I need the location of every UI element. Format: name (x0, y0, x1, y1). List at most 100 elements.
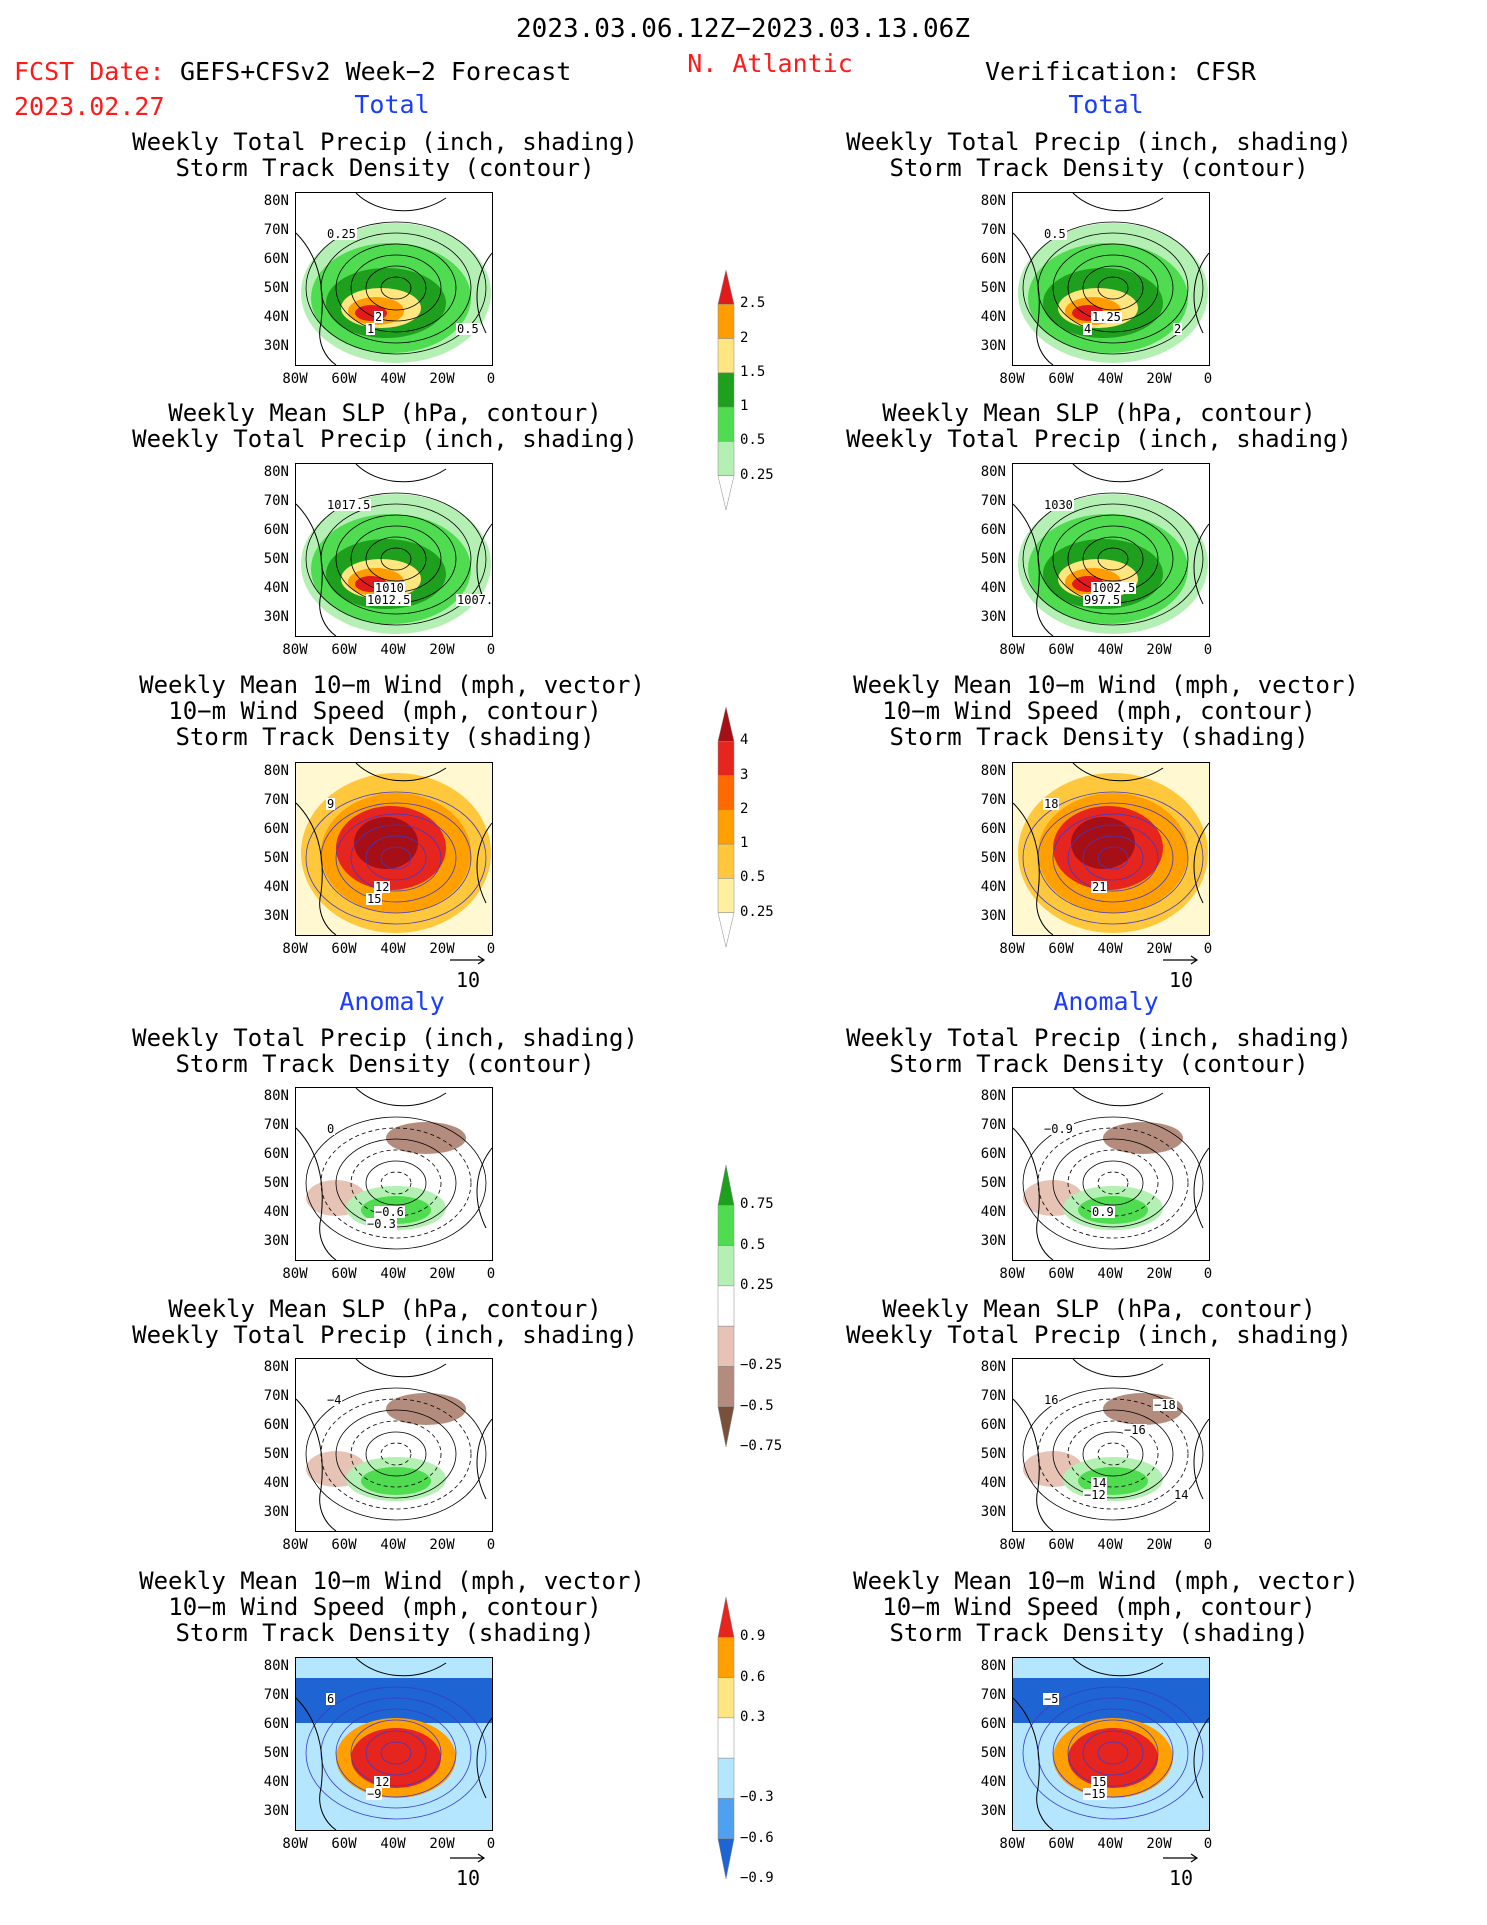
contour-label: 1007.5 (456, 594, 492, 606)
contour-label: 997.5 (1083, 593, 1122, 607)
lat-tick-label: 30N (980, 908, 1006, 924)
colorbar-label: 2 (740, 800, 749, 817)
title-R2-a: Weekly Mean SLP (hPa, contour) (882, 399, 1316, 427)
map-r1 (1013, 193, 1209, 365)
colorbar-label: 2.5 (740, 295, 766, 312)
lat-tick-label: 60N (263, 1146, 289, 1162)
contour-label: 0.5 (1043, 227, 1067, 241)
lat-tick-label: 50N (263, 1446, 289, 1462)
lat-tick-label: 60N (263, 1417, 289, 1433)
lon-tick-label: 20W (1146, 1537, 1172, 1553)
contour-label: 0.9 (1091, 1205, 1115, 1219)
title-L3-c: Storm Track Density (shading) (175, 723, 595, 751)
contour-label: 4 (1083, 322, 1093, 336)
lat-tick-label: 80N (263, 193, 289, 209)
map-l4 (296, 1088, 492, 1260)
lat-tick-label: 50N (263, 1745, 289, 1761)
vector-reference-arrow (1163, 1853, 1199, 1863)
colorbar-label: 1 (740, 398, 749, 415)
lat-tick-label: 30N (980, 1233, 1006, 1249)
fcst-date: 2023.02.27 (14, 92, 165, 121)
lat-tick-label: 80N (980, 464, 1006, 480)
lat-tick-label: 50N (980, 551, 1006, 567)
lat-tick-label: 30N (263, 609, 289, 625)
lat-tick-label: 70N (263, 1687, 289, 1703)
lat-tick-label: 70N (980, 1117, 1006, 1133)
contour-label: −16 (1123, 1423, 1147, 1437)
lon-tick-label: 40W (1097, 642, 1123, 658)
lon-tick-label: 60W (1048, 371, 1074, 387)
title-R6-c: Storm Track Density (shading) (889, 1619, 1309, 1647)
lon-tick-label: 60W (331, 1537, 357, 1553)
lat-tick-label: 70N (263, 222, 289, 238)
contour-label: 16 (1043, 1393, 1060, 1407)
lon-tick-label: 20W (1146, 1836, 1172, 1852)
lat-tick-label: 70N (263, 493, 289, 509)
lat-tick-label: 50N (263, 551, 289, 567)
title-R5-b: Weekly Total Precip (inch, shading) (846, 1321, 1352, 1349)
lat-tick-label: 70N (263, 1388, 289, 1404)
lat-tick-label: 70N (263, 1117, 289, 1133)
colorbar-label: 0.25 (740, 466, 774, 483)
colorbar-label: 0.6 (740, 1668, 766, 1685)
map-r3 (1013, 763, 1209, 935)
title-L3-a: Weekly Mean 10−m Wind (mph, vector) (139, 671, 645, 699)
section-anomaly-right: Anomaly (1053, 987, 1159, 1016)
lat-tick-label: 70N (980, 792, 1006, 808)
contour-label: −15 (1083, 1787, 1107, 1801)
map-panel-l5: −4 (295, 1358, 493, 1532)
lon-tick-label: 0 (486, 642, 496, 658)
colorbar-track-anom (717, 1596, 735, 1880)
colorbar-label: 0.5 (740, 432, 766, 449)
lon-tick-label: 40W (380, 941, 406, 957)
lon-tick-label: 80W (282, 941, 308, 957)
section-total-right: Total (1068, 90, 1144, 119)
contour-label: 1002.5 (1091, 581, 1137, 595)
lat-tick-label: 40N (980, 1204, 1006, 1220)
lon-tick-label: 60W (331, 1266, 357, 1282)
colorbar-precip-anom (717, 1164, 735, 1448)
lat-tick-label: 50N (263, 280, 289, 296)
title-L3-b: 10−m Wind Speed (mph, contour) (168, 697, 602, 725)
title-R1-a: Weekly Total Precip (inch, shading) (846, 128, 1352, 156)
colorbar-precip-total (717, 269, 735, 511)
lat-tick-label: 80N (980, 763, 1006, 779)
contour-label: 1017.5 (326, 498, 372, 512)
contour-label: 14 (1173, 1488, 1190, 1502)
lat-tick-label: 60N (980, 1417, 1006, 1433)
colorbar-label: 1.5 (740, 363, 766, 380)
vector-reference-arrow (450, 1853, 486, 1863)
lon-tick-label: 40W (380, 1836, 406, 1852)
lat-tick-label: 60N (263, 821, 289, 837)
lon-tick-label: 60W (1048, 1836, 1074, 1852)
lon-tick-label: 20W (429, 1836, 455, 1852)
map-r2 (1013, 464, 1209, 636)
lon-tick-label: 40W (1097, 1836, 1123, 1852)
lat-tick-label: 80N (263, 1088, 289, 1104)
lat-tick-label: 70N (263, 792, 289, 808)
contour-label: 2 (1173, 322, 1183, 336)
title-R4-b: Storm Track Density (contour) (889, 1050, 1309, 1078)
contour-label: 21 (1091, 880, 1108, 894)
title-L1-a: Weekly Total Precip (inch, shading) (132, 128, 638, 156)
colorbar-label: 0.9 (740, 1628, 766, 1645)
lat-tick-label: 50N (980, 1745, 1006, 1761)
contour-label: −4 (326, 1393, 343, 1407)
title-R4-a: Weekly Total Precip (inch, shading) (846, 1024, 1352, 1052)
colorbar-label: −0.25 (740, 1357, 783, 1374)
contour-label: 12 (374, 1775, 391, 1789)
lon-tick-label: 80W (282, 1266, 308, 1282)
lat-tick-label: 50N (980, 1446, 1006, 1462)
lat-tick-label: 60N (980, 251, 1006, 267)
title-L2-a: Weekly Mean SLP (hPa, contour) (168, 399, 602, 427)
contour-label: −9 (366, 1787, 383, 1801)
lat-tick-label: 50N (980, 1175, 1006, 1191)
lat-tick-label: 40N (263, 580, 289, 596)
lat-tick-label: 40N (263, 879, 289, 895)
colorbar-label: −0.75 (740, 1438, 783, 1454)
lon-tick-label: 20W (1146, 1266, 1172, 1282)
lon-tick-label: 20W (429, 1537, 455, 1553)
map-panel-r4: −0.9 0.9 (1012, 1087, 1210, 1261)
map-panel-r6: −5 15 −15 (1012, 1657, 1210, 1831)
